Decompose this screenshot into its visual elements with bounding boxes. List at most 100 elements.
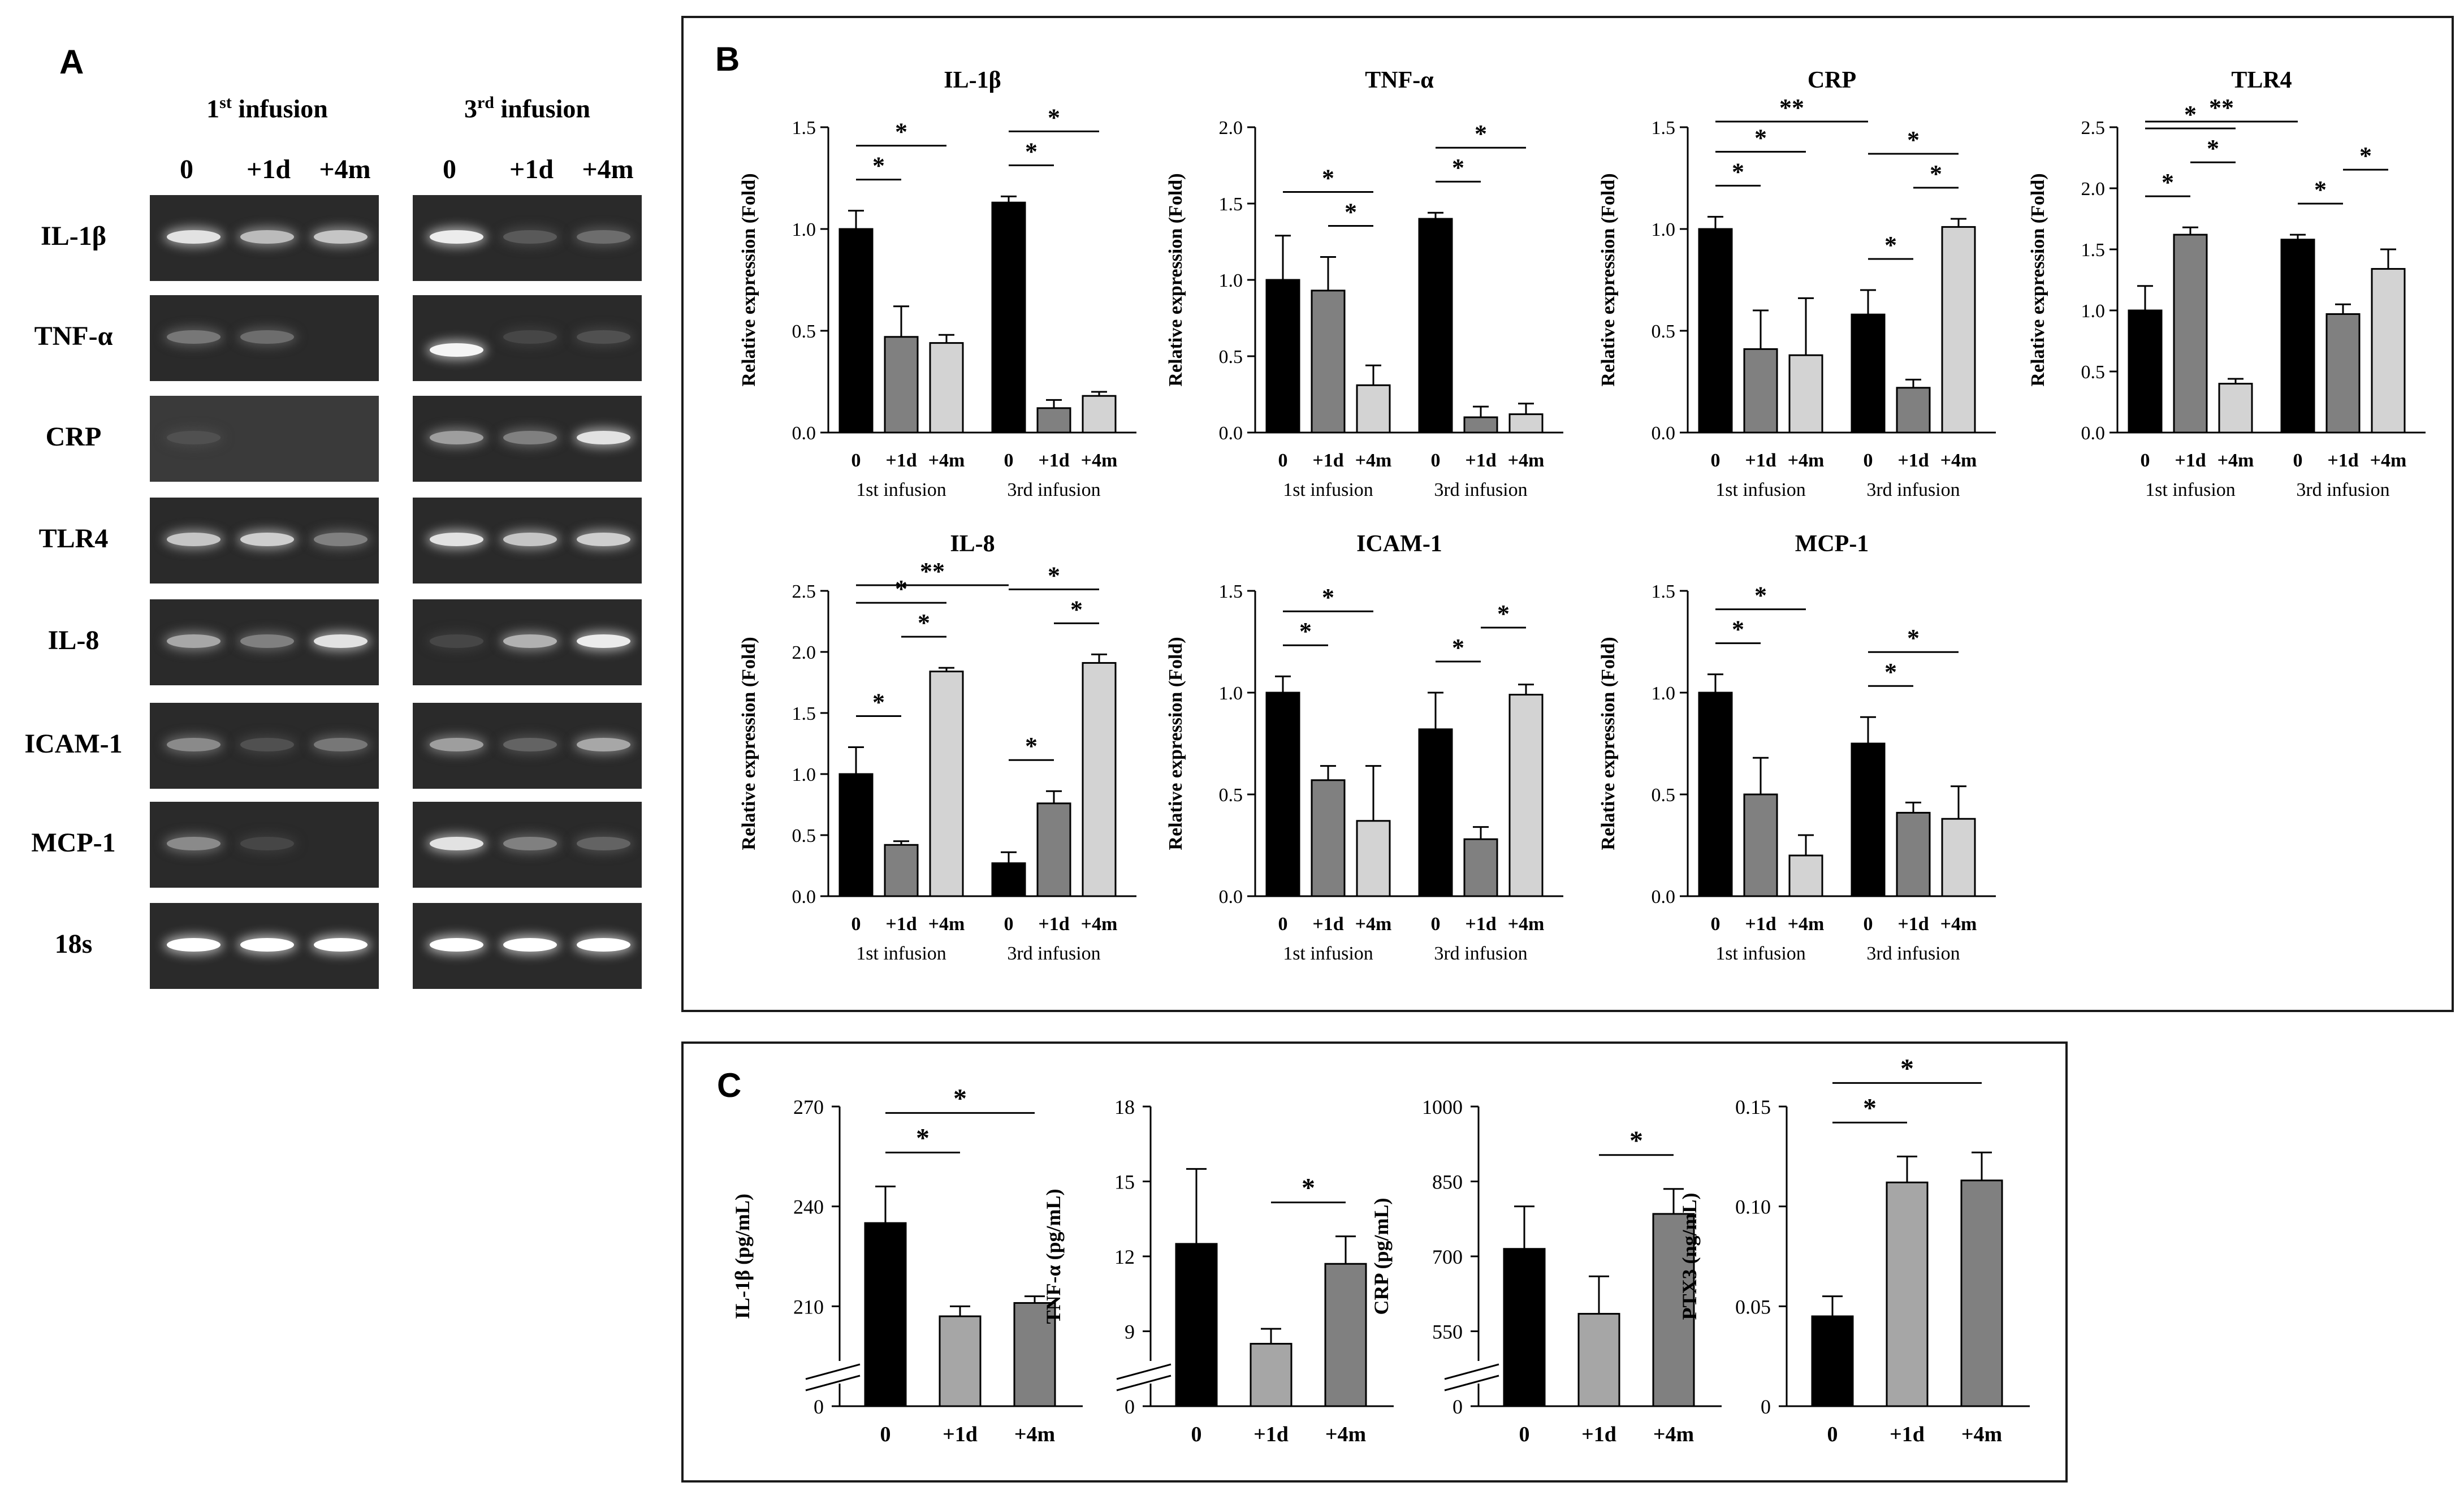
bar <box>1356 384 1391 434</box>
y-tick-label: 0.0 <box>2081 423 2106 444</box>
significance-star: * <box>1070 595 1083 623</box>
y-axis-label: Relative expression (Fold) <box>1598 637 1619 850</box>
y-axis-label: TNF-α (pg/mL) <box>1042 1189 1065 1324</box>
y-tick-label: 1.0 <box>1219 270 1243 291</box>
gel-band <box>503 634 557 648</box>
bar <box>2173 234 2208 434</box>
bar <box>1698 228 1733 434</box>
axis-break-mark <box>1444 1363 1499 1380</box>
bar <box>991 201 1026 434</box>
bar <box>1788 354 1823 434</box>
x-tick-label: 0 <box>1278 450 1288 471</box>
gel-image <box>150 195 379 281</box>
x-tick-label: +4m <box>1508 914 1545 935</box>
significance-star: ** <box>920 557 945 585</box>
panel-b-label: B <box>715 40 740 78</box>
x-tick-label: +1d <box>885 450 917 471</box>
bar <box>1941 818 1976 897</box>
x-tick-label: +1d <box>1038 914 1069 935</box>
gel-group-header: 1st infusion <box>206 93 328 123</box>
gel-gene-label: 18s <box>54 929 93 959</box>
gel-band <box>577 533 630 546</box>
axis-break-mark <box>1116 1363 1172 1380</box>
x-tick-label: +4m <box>1081 450 1118 471</box>
bar <box>1265 692 1300 897</box>
bar <box>1013 1302 1056 1407</box>
group-label: 3rd infusion <box>1007 479 1100 500</box>
x-tick-label: +1d <box>2175 450 2206 471</box>
y-tick-label: 0.5 <box>2081 362 2106 383</box>
gel-gene-label: IL-1β <box>41 221 106 251</box>
y-tick-label: 2.0 <box>1219 118 1243 139</box>
x-tick-label: +4m <box>928 914 965 935</box>
y-tick-label: 0 <box>814 1395 824 1418</box>
significance-star: * <box>1907 126 1920 154</box>
x-tick-label: 0 <box>1864 914 1873 935</box>
gel-band <box>503 431 557 444</box>
group-label: 3rd infusion <box>1866 479 1960 500</box>
x-tick-label: 0 <box>1431 914 1441 935</box>
y-axis-label: CRP (pg/mL) <box>1370 1198 1393 1315</box>
gel-band <box>314 634 368 648</box>
significance-star: * <box>2359 142 2372 170</box>
x-tick-label: +1d <box>1745 450 1776 471</box>
x-tick-label: +1d <box>1745 914 1776 935</box>
panel-a-label: A <box>59 43 84 81</box>
chart-title: MCP-1 <box>1795 531 1869 557</box>
gel-band <box>240 230 294 244</box>
bar <box>1175 1243 1218 1407</box>
y-tick-label: 0.5 <box>792 826 816 846</box>
gel-band <box>167 738 221 751</box>
significance-star: * <box>1732 616 1744 643</box>
gel-image <box>413 498 642 584</box>
bar <box>991 862 1026 897</box>
y-tick-label: 1.0 <box>792 764 816 785</box>
chart-title: TLR4 <box>2231 67 2292 93</box>
x-tick-label: 0 <box>2141 450 2150 471</box>
bar <box>1960 1179 2003 1407</box>
x-tick-label: +4m <box>1508 450 1545 471</box>
y-tick-label: 0.5 <box>792 321 816 342</box>
bar <box>2371 268 2406 434</box>
y-tick-label: 9 <box>1125 1321 1135 1343</box>
group-label: 1st infusion <box>856 943 946 964</box>
bar <box>1082 662 1117 897</box>
x-tick-label: +1d <box>2327 450 2358 471</box>
x-tick-label: 0 <box>851 450 861 471</box>
x-tick-label: 0 <box>880 1423 891 1446</box>
y-tick-label: 0.5 <box>1219 347 1243 368</box>
x-tick-label: +1d <box>885 914 917 935</box>
chart-title: IL-8 <box>950 531 995 557</box>
y-axis-label: Relative expression (Fold) <box>738 173 759 386</box>
x-tick-label: +1d <box>1465 450 1496 471</box>
x-tick-label: 0 <box>2293 450 2303 471</box>
significance-star: * <box>916 1123 930 1153</box>
bar <box>939 1315 982 1407</box>
x-tick-label: +1d <box>1897 450 1929 471</box>
group-label: 1st infusion <box>1715 943 1806 964</box>
chart-title: ICAM-1 <box>1356 531 1442 557</box>
y-tick-label: 0.0 <box>1219 423 1243 444</box>
gel-gene-label: ICAM-1 <box>24 729 123 759</box>
bar <box>884 844 919 897</box>
x-tick-label: +4m <box>2370 450 2407 471</box>
group-label: 1st infusion <box>1283 479 1373 500</box>
x-tick-label: +4m <box>1961 1423 2002 1446</box>
chart-title: CRP <box>1808 67 1856 93</box>
significance-star: * <box>1302 1173 1315 1203</box>
x-tick-label: +1d <box>1253 1423 1289 1446</box>
significance-star: * <box>872 688 885 716</box>
bar <box>1265 279 1300 434</box>
x-tick-label: 0 <box>1431 450 1441 471</box>
y-tick-label: 850 <box>1432 1171 1463 1194</box>
gel-band <box>577 837 630 850</box>
axis-break-mark <box>1444 1375 1499 1391</box>
group-label: 3rd infusion <box>1007 943 1100 964</box>
group-label: 3rd infusion <box>1866 943 1960 964</box>
bar <box>1463 416 1498 434</box>
x-tick-label: +4m <box>1940 450 1977 471</box>
y-axis-label: Relative expression (Fold) <box>1598 173 1619 386</box>
significance-star: ** <box>1779 94 1804 122</box>
group-label: 1st infusion <box>1283 943 1373 964</box>
y-tick-label: 2.5 <box>2081 118 2106 139</box>
